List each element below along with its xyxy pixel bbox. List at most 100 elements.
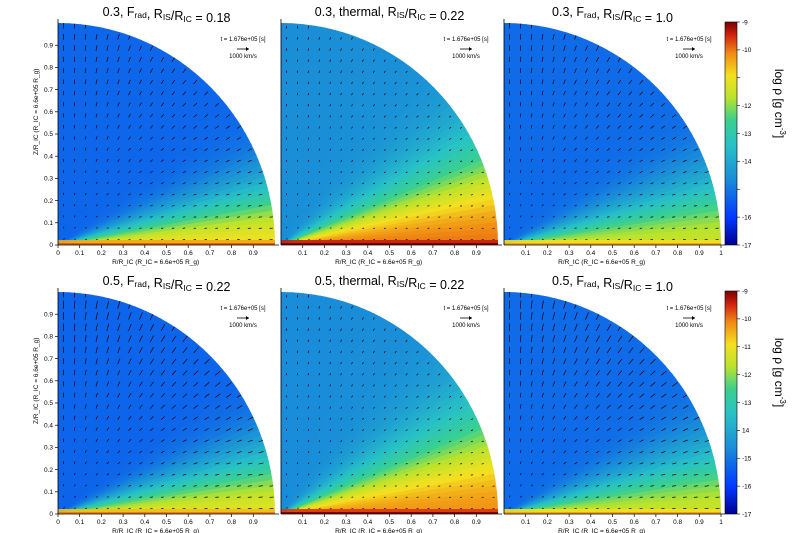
velocity-arrow xyxy=(362,160,365,162)
velocity-arrow xyxy=(427,384,430,387)
velocity-arrow xyxy=(459,182,463,185)
velocity-arrow xyxy=(661,416,667,420)
velocity-arrow xyxy=(639,416,645,420)
velocity-arrow xyxy=(149,91,153,96)
velocity-arrow xyxy=(405,93,408,96)
x-tick-label: 0.7 xyxy=(651,519,660,526)
scale-arrow-head xyxy=(246,47,249,51)
velocity-arrow xyxy=(318,92,320,96)
velocity-arrow xyxy=(95,204,98,207)
velocity-arrow xyxy=(307,148,310,151)
velocity-arrow xyxy=(394,115,397,118)
x-tick-label: 0.3 xyxy=(342,250,351,257)
velocity-arrow xyxy=(307,484,310,487)
x-tick-label: 0.8 xyxy=(227,250,236,257)
velocity-arrow xyxy=(106,496,110,498)
velocity-arrow xyxy=(372,160,375,163)
velocity-arrow xyxy=(383,339,386,343)
velocity-arrow xyxy=(340,115,342,118)
velocity-arrow xyxy=(95,33,98,40)
time-label: t = 1.676e+05 [s] xyxy=(666,37,711,43)
velocity-arrow xyxy=(106,79,109,85)
time-label: t = 1.676e+05 [s] xyxy=(666,306,711,312)
velocity-arrow xyxy=(661,462,666,465)
midplane-band xyxy=(58,509,275,514)
velocity-arrow xyxy=(351,92,353,96)
velocity-arrow xyxy=(117,461,121,465)
velocity-arrow xyxy=(318,384,320,387)
velocity-arrow xyxy=(351,384,353,387)
x-tick-label: 0.7 xyxy=(205,250,214,257)
x-tick-label: 0.9 xyxy=(249,519,258,526)
velocity-arrow xyxy=(139,404,143,409)
velocity-arrow xyxy=(682,462,688,465)
velocity-arrow xyxy=(628,136,632,140)
velocity-arrow xyxy=(340,216,343,218)
velocity-arrow xyxy=(519,170,522,173)
velocity-arrow xyxy=(139,159,142,162)
velocity-arrow xyxy=(606,125,610,129)
velocity-arrow xyxy=(351,417,354,420)
velocity-arrow xyxy=(606,485,611,487)
velocity-arrow xyxy=(617,57,622,63)
scale-label: 1000 km/s xyxy=(452,54,480,60)
velocity-arrow xyxy=(160,79,165,85)
velocity-arrow xyxy=(329,159,332,162)
velocity-arrow xyxy=(329,496,332,498)
velocity-arrow xyxy=(149,136,153,140)
velocity-arrow xyxy=(383,429,386,432)
velocity-arrow xyxy=(182,404,188,409)
velocity-arrow xyxy=(383,406,386,409)
velocity-arrow xyxy=(73,358,76,365)
velocity-arrow xyxy=(340,37,342,40)
velocity-arrow xyxy=(574,404,578,409)
velocity-arrow xyxy=(563,227,566,229)
velocity-arrow xyxy=(563,113,566,118)
velocity-arrow xyxy=(383,104,386,107)
velocity-arrow xyxy=(541,358,544,365)
x-tick-label: 0.6 xyxy=(407,519,416,526)
velocity-arrow xyxy=(193,136,198,140)
velocity-arrow xyxy=(351,306,353,309)
velocity-arrow xyxy=(150,204,153,207)
velocity-arrow xyxy=(149,125,153,129)
velocity-arrow xyxy=(307,193,310,196)
velocity-arrow xyxy=(340,70,342,74)
velocity-arrow xyxy=(160,473,165,476)
velocity-arrow xyxy=(628,462,633,465)
velocity-arrow xyxy=(519,438,522,442)
velocity-arrow xyxy=(530,56,533,62)
velocity-arrow xyxy=(438,115,441,118)
velocity-arrow xyxy=(585,335,589,343)
velocity-arrow xyxy=(552,300,556,309)
velocity-arrow xyxy=(117,68,120,74)
velocity-arrow xyxy=(682,125,688,129)
velocity-arrow xyxy=(329,70,331,74)
velocity-arrow xyxy=(95,68,98,74)
velocity-arrow xyxy=(639,148,643,151)
velocity-arrow xyxy=(204,473,209,476)
velocity-arrow xyxy=(530,438,533,442)
velocity-arrow xyxy=(204,370,210,376)
colorbar-tick-label: -15 xyxy=(742,456,752,463)
x-tick-label: 0.1 xyxy=(521,519,530,526)
velocity-arrow xyxy=(405,137,408,140)
velocity-arrow xyxy=(204,462,209,465)
velocity-arrow xyxy=(340,462,343,465)
colorbar-tick-label: -9 xyxy=(742,19,748,26)
velocity-arrow xyxy=(595,56,599,63)
velocity-arrow xyxy=(552,496,556,498)
velocity-arrow xyxy=(595,335,600,343)
velocity-arrow xyxy=(416,463,419,465)
velocity-arrow xyxy=(171,182,175,185)
velocity-arrow xyxy=(520,226,522,229)
velocity-arrow xyxy=(160,216,164,218)
x-axis-title: R/R_IC (R_IC = 6.6e+05 R_g) xyxy=(335,259,422,266)
velocity-arrow xyxy=(672,171,676,174)
velocity-arrow xyxy=(329,306,331,309)
velocity-arrow xyxy=(383,115,386,118)
velocity-arrow xyxy=(585,159,588,162)
colorbar-tick-label: -16 xyxy=(742,483,752,490)
velocity-arrow xyxy=(117,34,120,40)
